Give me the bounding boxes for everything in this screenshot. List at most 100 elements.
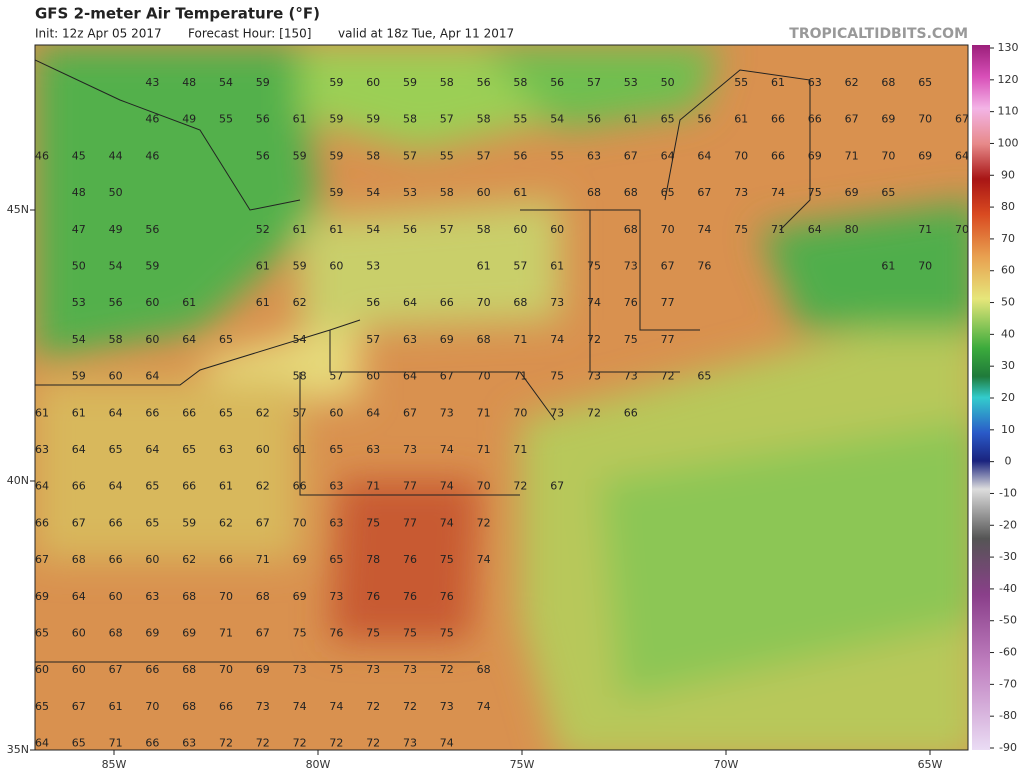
temperature-label: 64: [661, 149, 675, 162]
temperature-label: 67: [403, 406, 417, 419]
temperature-label: 57: [440, 113, 454, 126]
temperature-label: 47: [72, 223, 86, 236]
temperature-label: 48: [72, 186, 86, 199]
temperature-label: 61: [72, 406, 86, 419]
temperature-label: 76: [440, 590, 454, 603]
temperature-label: 55: [440, 149, 454, 162]
temperature-label: 61: [109, 700, 123, 713]
temperature-label: 64: [697, 149, 711, 162]
temperature-label: 74: [550, 333, 564, 346]
temperature-label: 60: [550, 223, 564, 236]
temperature-label: 76: [403, 553, 417, 566]
temperature-label: 65: [182, 443, 196, 456]
temperature-label: 70: [145, 700, 159, 713]
lon-label: 65W: [918, 758, 943, 771]
temperature-label: 72: [477, 516, 491, 529]
lat-label: 45N: [7, 203, 29, 216]
temperature-label: 69: [881, 113, 895, 126]
temperature-label: 61: [293, 443, 307, 456]
temperature-label: 63: [329, 516, 343, 529]
temperature-label: 57: [293, 406, 307, 419]
temperature-label: 64: [72, 590, 86, 603]
temperature-label: 63: [403, 333, 417, 346]
temperature-label: 56: [513, 149, 527, 162]
temperature-label: 54: [219, 76, 233, 89]
temperature-label: 73: [587, 370, 601, 383]
temperature-label: 67: [72, 700, 86, 713]
lat-label: 40N: [7, 474, 29, 487]
temperature-label: 74: [440, 516, 454, 529]
temperature-label: 66: [109, 516, 123, 529]
temperature-label: 65: [329, 443, 343, 456]
temperature-label: 69: [440, 333, 454, 346]
temperature-label: 54: [366, 186, 380, 199]
temperature-label: 63: [219, 443, 233, 456]
temperature-label: 60: [329, 260, 343, 273]
temperature-label: 58: [440, 76, 454, 89]
temperature-label: 59: [293, 149, 307, 162]
temperature-label: 73: [329, 590, 343, 603]
temperature-label: 54: [293, 333, 307, 346]
temperature-label: 46: [145, 113, 159, 126]
temperature-label: 65: [329, 553, 343, 566]
temperature-label: 75: [403, 627, 417, 640]
temperature-label: 62: [182, 553, 196, 566]
temperature-label: 74: [440, 443, 454, 456]
temperature-label: 46: [145, 149, 159, 162]
temperature-label: 66: [145, 737, 159, 750]
temperature-label: 64: [109, 406, 123, 419]
temperature-label: 50: [109, 186, 123, 199]
temperature-label: 60: [513, 223, 527, 236]
temperature-label: 68: [587, 186, 601, 199]
temperature-label: 67: [256, 516, 270, 529]
temperature-label: 68: [513, 296, 527, 309]
temperature-label: 61: [881, 260, 895, 273]
valid-time: valid at 18z Tue, Apr 11 2017: [338, 27, 514, 41]
temperature-label: 75: [329, 663, 343, 676]
temperature-label: 73: [734, 186, 748, 199]
temperature-label: 59: [145, 260, 159, 273]
temperature-label: 65: [918, 76, 932, 89]
temperature-label: 77: [403, 516, 417, 529]
colorbar-label: -90: [999, 741, 1017, 754]
lon-label: 70W: [714, 758, 739, 771]
temperature-label: 61: [513, 186, 527, 199]
temperature-label: 73: [550, 296, 564, 309]
temperature-label: 63: [329, 480, 343, 493]
temperature-label: 67: [955, 113, 969, 126]
temperature-label: 60: [256, 443, 270, 456]
temperature-label: 67: [35, 553, 49, 566]
temperature-label: 60: [109, 590, 123, 603]
temperature-label: 76: [697, 260, 711, 273]
temperature-label: 71: [366, 480, 380, 493]
temperature-label: 66: [145, 406, 159, 419]
temperature-label: 75: [293, 627, 307, 640]
temperature-label: 66: [624, 406, 638, 419]
credit: TROPICALTIDBITS.COM: [789, 26, 968, 42]
temperature-label: 57: [513, 260, 527, 273]
temperature-label: 45: [72, 149, 86, 162]
temperature-label: 74: [771, 186, 785, 199]
temperature-label: 75: [440, 553, 454, 566]
temperature-label: 71: [845, 149, 859, 162]
temperature-label: 70: [293, 516, 307, 529]
temperature-label: 63: [145, 590, 159, 603]
temperature-label: 55: [513, 113, 527, 126]
temperature-label: 46: [35, 149, 49, 162]
map: [35, 45, 968, 750]
temperature-label: 68: [182, 663, 196, 676]
temperature-label: 68: [624, 186, 638, 199]
temperature-label: 54: [366, 223, 380, 236]
temperature-label: 68: [182, 700, 196, 713]
temperature-label: 56: [403, 223, 417, 236]
temperature-label: 76: [403, 590, 417, 603]
temperature-label: 58: [403, 113, 417, 126]
temperature-label: 58: [366, 149, 380, 162]
temperature-label: 76: [329, 627, 343, 640]
temperature-label: 59: [256, 76, 270, 89]
temperature-label: 69: [808, 149, 822, 162]
colorbar: [972, 45, 990, 750]
temperature-label: 54: [109, 260, 123, 273]
temperature-label: 50: [661, 76, 675, 89]
temperature-label: 77: [403, 480, 417, 493]
